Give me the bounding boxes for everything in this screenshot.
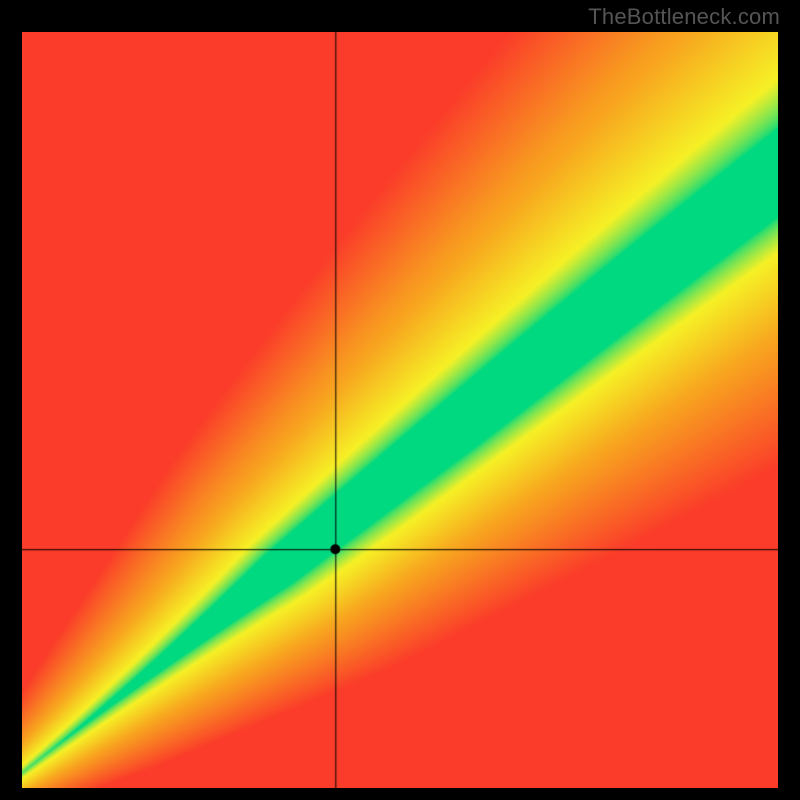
watermark-text: TheBottleneck.com: [588, 4, 780, 30]
chart-container: TheBottleneck.com: [0, 0, 800, 800]
bottleneck-heatmap: [22, 32, 778, 788]
